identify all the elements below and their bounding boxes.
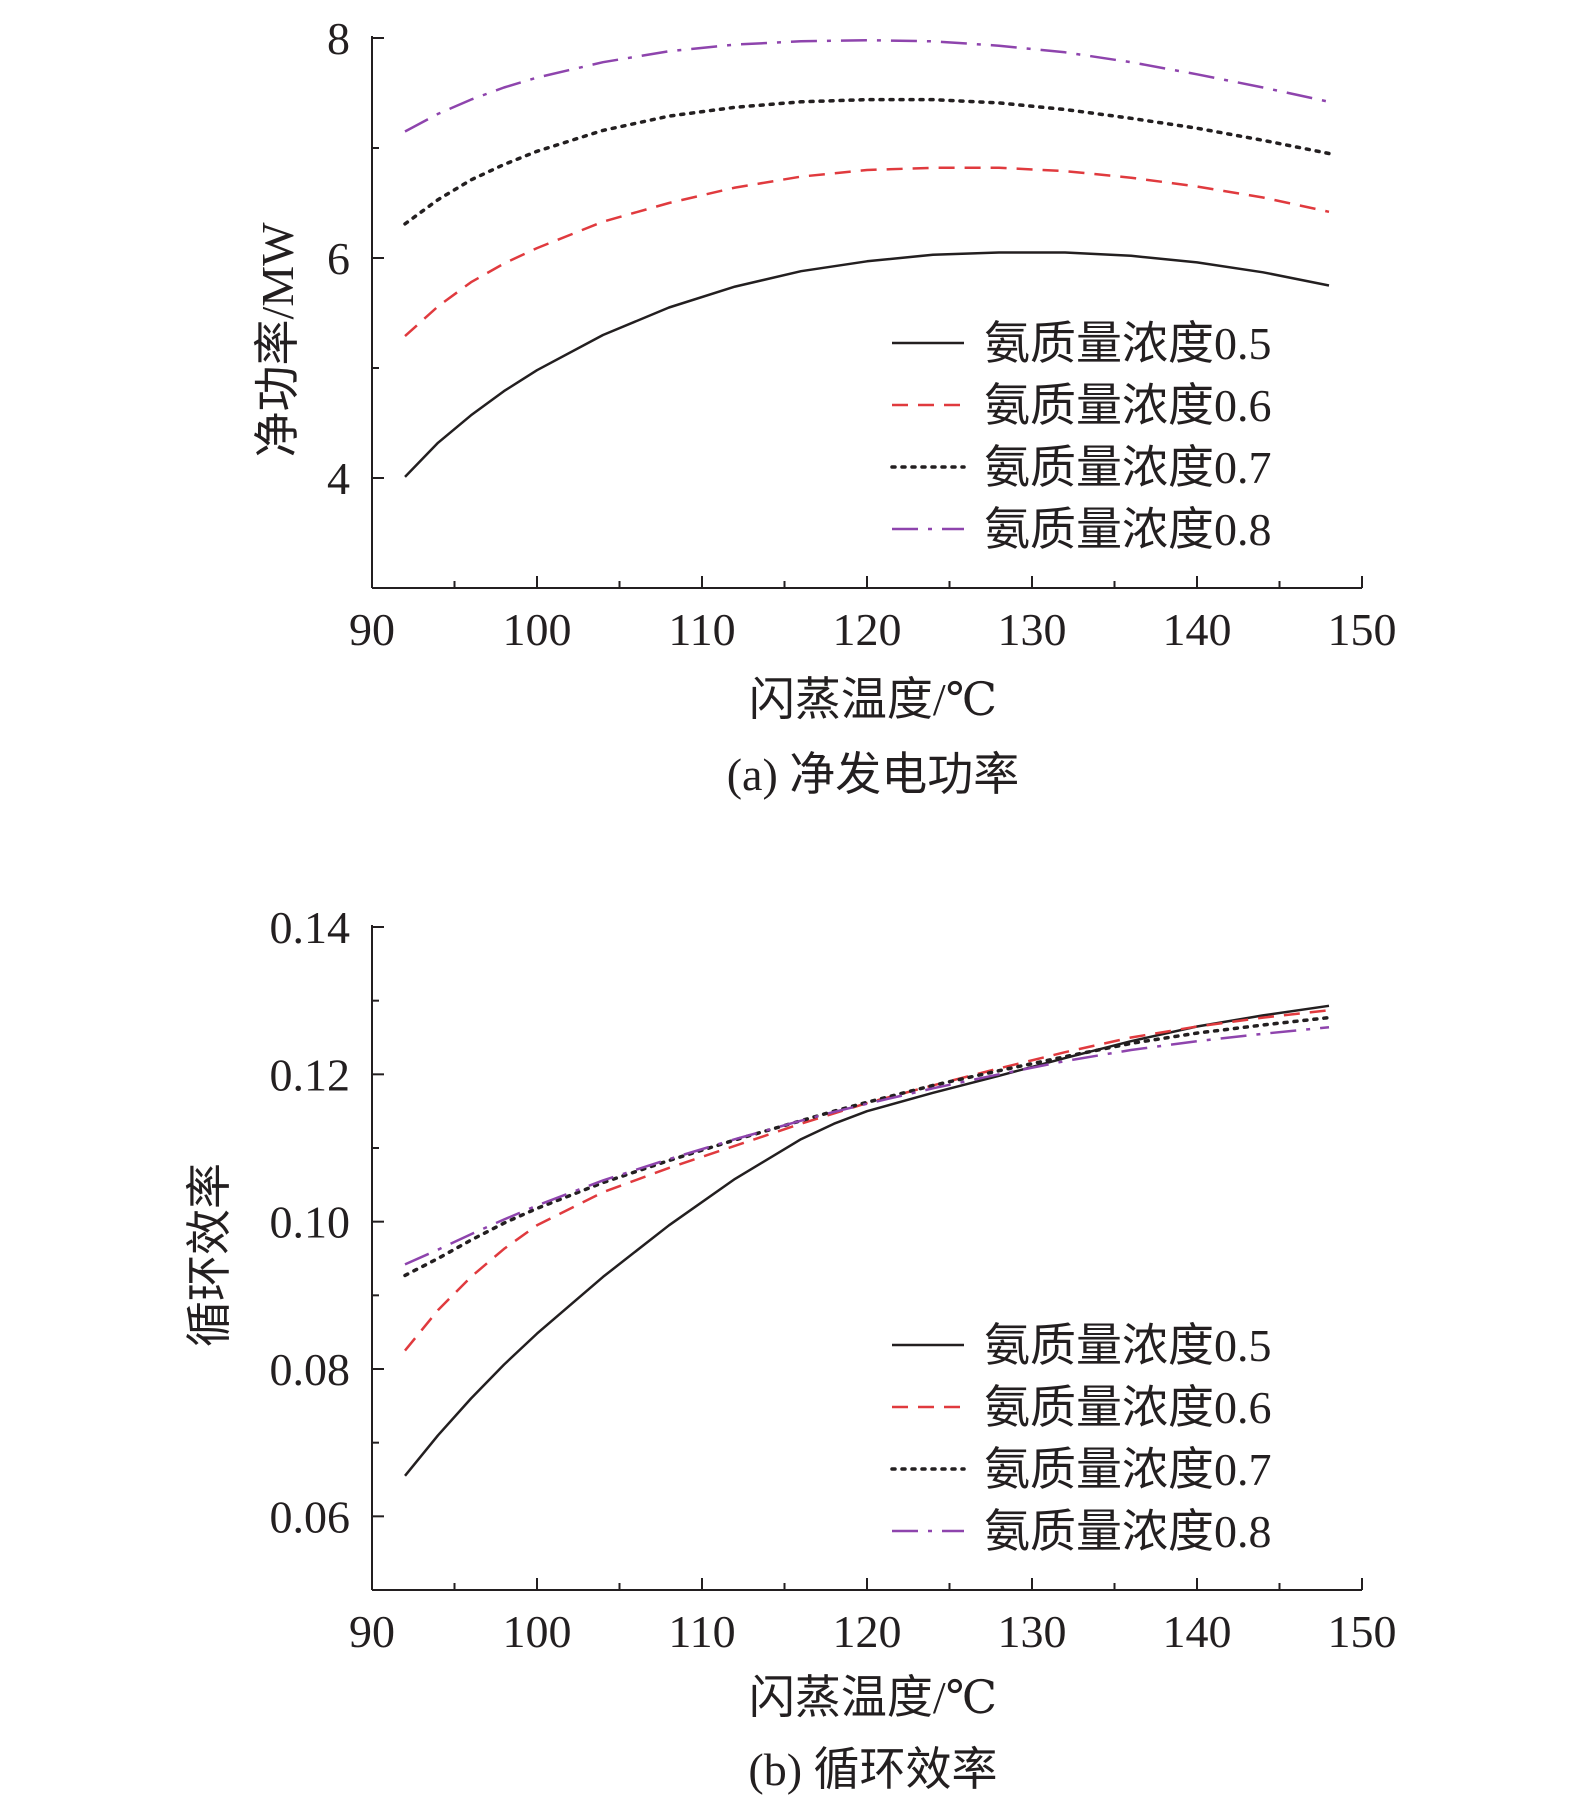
legend-a: 氨质量浓度0.5 氨质量浓度0.6 氨质量浓度0.7 氨质量浓度0.8: [890, 318, 1272, 555]
x-tick-label: 110: [668, 604, 735, 655]
legend-label-1: 氨质量浓度0.5: [984, 318, 1272, 369]
series-line-1: [404, 251, 1330, 478]
series-line-4: [404, 1025, 1330, 1266]
y-tick-label: 8: [327, 13, 350, 64]
legend-label-1: 氨质量浓度0.5: [984, 1320, 1272, 1371]
y-tick-label: 0.06: [270, 1491, 351, 1542]
y-tick-label: 0.10: [270, 1197, 351, 1248]
legend-label-2: 氨质量浓度0.6: [984, 380, 1272, 431]
series-line-4: [404, 38, 1330, 133]
y-axis-title-a: 净功率/MW: [252, 222, 303, 458]
series-line-2: [404, 166, 1330, 338]
legend-b: 氨质量浓度0.5 氨质量浓度0.6 氨质量浓度0.7 氨质量浓度0.8: [890, 1320, 1272, 1557]
axes-b: 90 100 110 120 130 140 150 0.06 0.08 0.10 0.12 0.14: [270, 902, 1397, 1657]
x-tick-label: 150: [1328, 1606, 1397, 1657]
series-group-a: [403, 38, 1331, 478]
legend-label-3: 氨质量浓度0.7: [984, 442, 1272, 493]
series-line-1: [404, 1004, 1330, 1477]
x-tick-label: 90: [349, 604, 395, 655]
chart-panel-a: 90 100 110 120 130 140 150 4 6 8 氨质量浓度0.5 氨质量浓度0.6…: [252, 13, 1397, 800]
y-tick-label: 6: [327, 233, 350, 284]
x-axis-title-b: 闪蒸温度/℃: [749, 1672, 997, 1723]
x-tick-label: 150: [1328, 604, 1397, 655]
legend-label-4: 氨质量浓度0.8: [984, 1506, 1272, 1557]
y-tick-label: 0.14: [270, 902, 351, 953]
x-tick-label: 130: [998, 1606, 1067, 1657]
x-tick-label: 120: [833, 1606, 902, 1657]
series-group-b: [403, 1004, 1331, 1477]
x-tick-label: 140: [1163, 604, 1232, 655]
series-line-2: [404, 1008, 1330, 1352]
x-tick-label: 100: [503, 1606, 572, 1657]
x-tick-label: 120: [833, 604, 902, 655]
x-tick-label: 90: [349, 1606, 395, 1657]
legend-label-3: 氨质量浓度0.7: [984, 1444, 1272, 1495]
caption-a: (a) 净发电功率: [727, 749, 1020, 800]
axes-a: 90 100 110 120 130 140 150 4 6 8: [327, 13, 1397, 655]
x-axis-title-a: 闪蒸温度/℃: [749, 674, 997, 725]
chart-panel-b: 90 100 110 120 130 140 150 0.06 0.08 0.10 0.12 0.14…: [184, 902, 1397, 1795]
x-tick-label: 130: [998, 604, 1067, 655]
legend-label-2: 氨质量浓度0.6: [984, 1382, 1272, 1433]
x-tick-label: 100: [503, 604, 572, 655]
series-line-3: [403, 1015, 1331, 1278]
legend-label-4: 氨质量浓度0.8: [984, 504, 1272, 555]
y-tick-label: 0.12: [270, 1049, 351, 1100]
series-line-3: [403, 97, 1331, 226]
y-axis-title-b: 循环效率: [184, 1163, 235, 1347]
x-tick-label: 140: [1163, 1606, 1232, 1657]
x-tick-label: 110: [668, 1606, 735, 1657]
y-tick-label: 0.08: [270, 1344, 351, 1395]
y-tick-label: 4: [327, 453, 350, 504]
caption-b: (b) 循环效率: [748, 1744, 997, 1795]
